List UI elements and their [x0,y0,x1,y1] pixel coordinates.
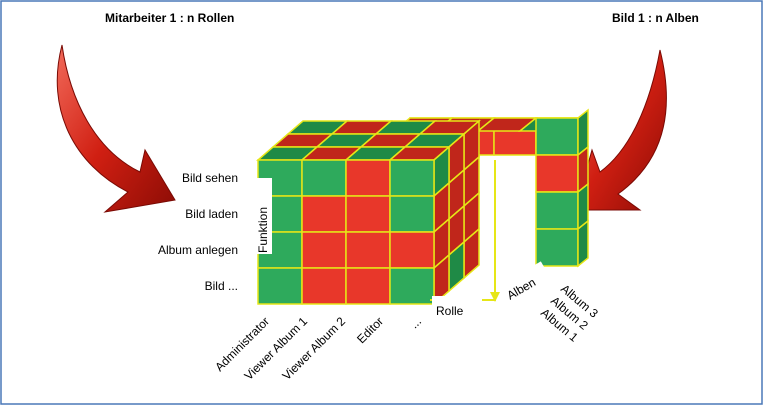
pillar-side-cell [578,221,588,266]
function-label: Album anlegen [158,243,238,257]
front-cell [258,268,302,304]
front-cell [346,196,390,232]
front-cell [302,268,346,304]
page: Mitarbeiter 1 : n Rollen Bild 1 : n Albe… [0,0,763,405]
role-axis-label: Rolle [436,304,464,318]
pillar-cell [536,192,578,229]
front-cell [390,196,434,232]
header-left: Mitarbeiter 1 : n Rollen [105,11,234,25]
front-cell [390,160,434,196]
front-cell [302,232,346,268]
diagram: Mitarbeiter 1 : n Rollen Bild 1 : n Albe… [0,0,763,405]
front-cell [302,160,346,196]
front-cell [390,268,434,304]
function-label: Bild laden [185,207,238,221]
function-axis-label: Funktion [256,207,270,253]
front-cell [390,232,434,268]
function-label: Bild sehen [182,171,238,185]
pillar-cell [536,155,578,192]
function-label: Bild ... [205,279,238,293]
front-cell [302,196,346,232]
front-cell [346,232,390,268]
pillar-cell [536,118,578,155]
header-right: Bild 1 : n Alben [612,11,699,25]
pillar-cell [536,229,578,266]
front-cell [346,268,390,304]
front-cell [346,160,390,196]
